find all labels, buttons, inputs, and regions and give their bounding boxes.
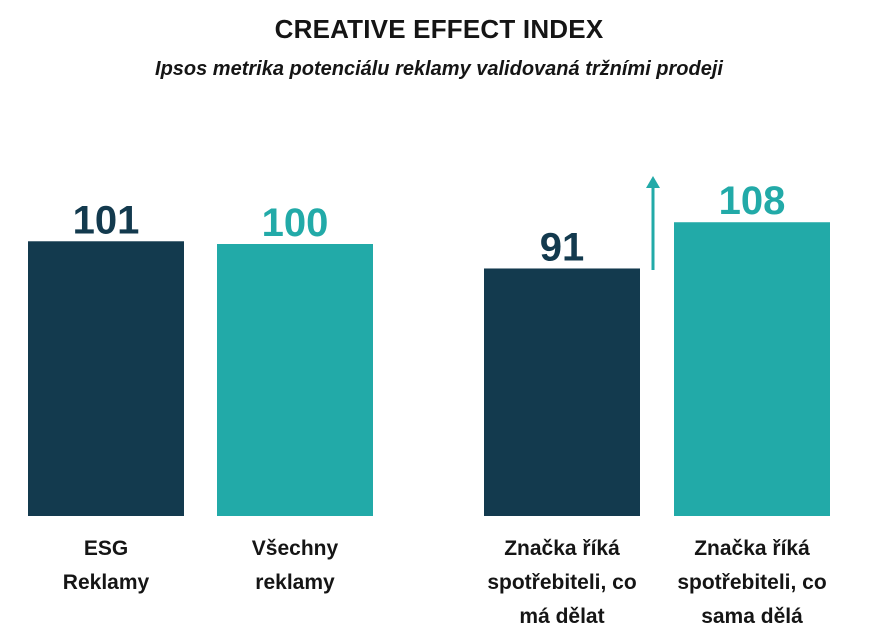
category-label-3: Značka říká spotřebiteli, co sama dělá — [677, 537, 827, 628]
category-label-2: Značka říká spotřebiteli, co má dělat — [487, 537, 637, 628]
value-label-2: 91 — [540, 225, 585, 269]
category-label-0: ESG Reklamy — [62, 537, 150, 594]
up-arrow-icon — [646, 176, 660, 188]
bar-0 — [28, 241, 184, 516]
category-label-1: Všechny reklamy — [251, 537, 339, 594]
value-label-3: 108 — [719, 179, 786, 223]
bar-1 — [217, 244, 373, 516]
value-label-0: 101 — [73, 198, 140, 242]
chart-subtitle: Ipsos metrika potenciálu reklamy validov… — [155, 58, 723, 80]
bar-3 — [674, 222, 830, 517]
value-label-1: 100 — [262, 201, 329, 245]
bar-2 — [484, 268, 640, 516]
chart-title: CREATIVE EFFECT INDEX — [274, 14, 604, 44]
